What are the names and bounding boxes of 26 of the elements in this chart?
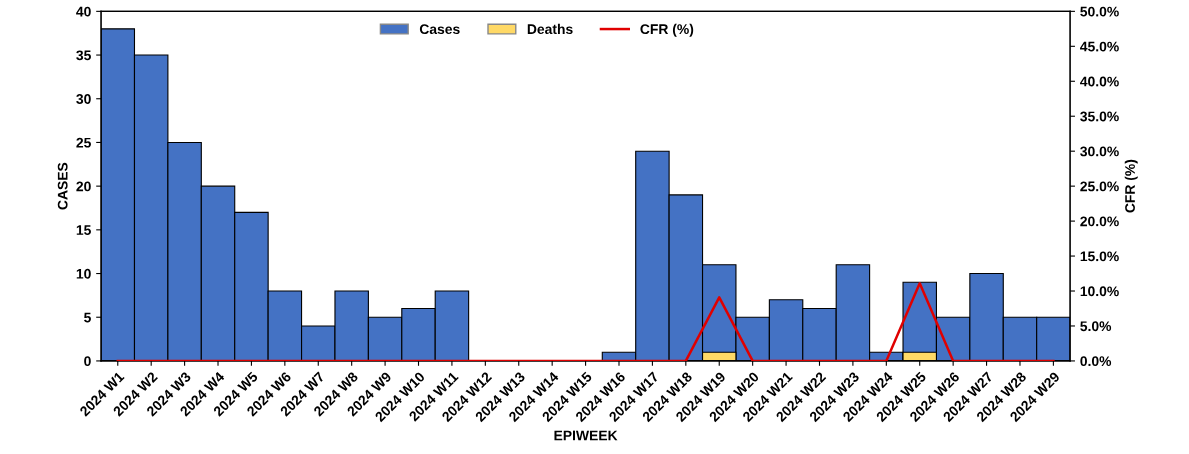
y-tick-label: 35 bbox=[76, 50, 91, 61]
x-axis-title: EPIWEEK bbox=[554, 430, 618, 441]
y2-tick-label: 15.0% bbox=[1080, 251, 1119, 262]
y2-tick-label: 20.0% bbox=[1080, 216, 1119, 227]
y-tick-label: 10 bbox=[76, 268, 91, 279]
legend-label: Deaths bbox=[527, 23, 573, 35]
y-tick-label: 25 bbox=[76, 137, 91, 148]
legend-label: CFR (%) bbox=[640, 23, 694, 37]
y2-tick-label: 50.0% bbox=[1080, 6, 1119, 17]
y-tick-label: 20 bbox=[76, 181, 91, 192]
y2-axis-title: CFR (%) bbox=[1124, 159, 1138, 213]
y2-tick-label: 10.0% bbox=[1080, 286, 1119, 297]
y-tick-label: 40 bbox=[76, 6, 91, 17]
y-tick-label: 30 bbox=[76, 94, 91, 104]
y-axis-title: CASES bbox=[57, 162, 68, 210]
y2-tick-label: 45.0% bbox=[1080, 41, 1119, 52]
y-tick-label: 0 bbox=[84, 356, 91, 367]
y2-tick-label: 5.0% bbox=[1080, 321, 1112, 332]
y-tick-label: 5 bbox=[84, 312, 91, 323]
y2-tick-label: 0.0% bbox=[1080, 356, 1112, 367]
legend-label: Cases bbox=[419, 24, 460, 35]
y2-tick-label: 25.0% bbox=[1080, 181, 1119, 192]
y-tick-label: 15 bbox=[76, 225, 91, 236]
y2-tick-label: 40.0% bbox=[1080, 76, 1119, 87]
y2-tick-label: 35.0% bbox=[1080, 111, 1119, 122]
y2-tick-label: 30.0% bbox=[1080, 146, 1119, 157]
